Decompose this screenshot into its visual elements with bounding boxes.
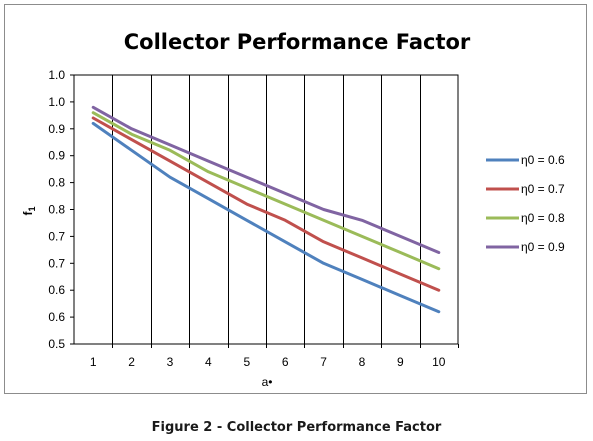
y-tick-label: 0.8	[48, 203, 65, 217]
chart-title: Collector Performance Factor	[124, 30, 471, 54]
y-tick-label: 0.5	[48, 337, 65, 351]
y-tick-label: 0.7	[48, 229, 65, 243]
x-tick-label: 9	[397, 355, 404, 369]
x-tick-label: 5	[243, 355, 250, 369]
legend-label: η0 = 0.8	[521, 211, 565, 225]
legend-label: η0 = 0.9	[521, 240, 565, 254]
legend-label: η0 = 0.6	[521, 153, 565, 167]
x-tick-label: 2	[128, 355, 135, 369]
svg-text:f1: f1	[21, 206, 37, 215]
grid-lines	[112, 75, 421, 344]
chart-frame: Collector Performance Factor 1 2 3 4 5 6 7 8 9 10…	[4, 4, 587, 394]
x-tick-label: 8	[359, 355, 366, 369]
x-tick-label: 6	[282, 355, 289, 369]
x-tick-labels: 1 2 3 4 5 6 7 8 9 10	[90, 344, 459, 369]
series-line-3	[91, 111, 441, 271]
chart-svg: Collector Performance Factor 1 2 3 4 5 6 7 8 9 10…	[21, 30, 565, 389]
y-tick-label: 0.9	[48, 122, 65, 136]
legend: η0 = 0.6 η0 = 0.7 η0 = 0.8 η0 = 0.9	[486, 153, 565, 254]
series-line-1	[91, 121, 441, 314]
figure-caption: Figure 2 - Collector Performance Factor	[151, 420, 442, 435]
x-axis-title: a•	[262, 375, 273, 389]
y-tick-label: 0.8	[48, 176, 65, 190]
y-tick-label: 0.6	[48, 283, 65, 297]
x-tick-label: 4	[205, 355, 212, 369]
series-lines	[91, 105, 441, 314]
y-tick-label: 1.0	[48, 68, 65, 82]
legend-label: η0 = 0.7	[521, 182, 565, 196]
series-line-2	[91, 116, 441, 292]
x-tick-label: 3	[167, 355, 174, 369]
y-tick-label: 1.0	[48, 95, 65, 109]
x-tick-label: 7	[320, 355, 327, 369]
x-tick-label: 10	[432, 355, 446, 369]
y-tick-label: 0.7	[48, 256, 65, 270]
y-axis-title: f1	[21, 206, 37, 215]
y-tick-label: 0.9	[48, 149, 65, 163]
y-tick-labels: 0.5 0.6 0.6 0.7 0.7 0.8 0.8 0.9 0.9 1.0 1.0	[48, 68, 74, 351]
series-line-4	[91, 105, 441, 254]
y-tick-label: 0.6	[48, 310, 65, 324]
x-tick-label: 1	[90, 355, 97, 369]
